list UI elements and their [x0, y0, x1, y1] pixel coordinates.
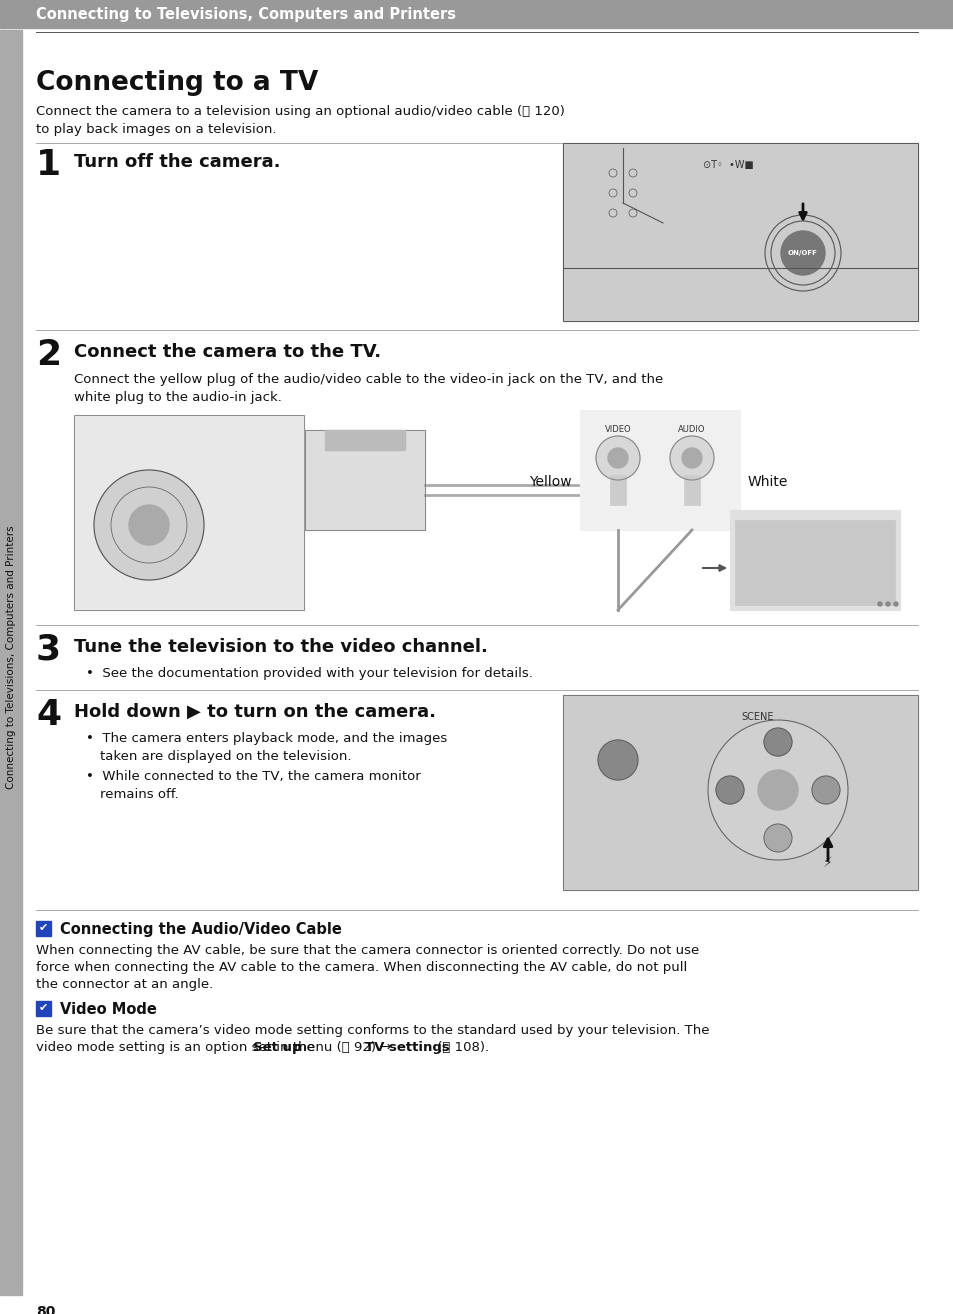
Text: Set up: Set up: [253, 1041, 301, 1054]
Text: 2: 2: [36, 338, 61, 372]
Circle shape: [885, 602, 889, 606]
Text: (⧄ 108).: (⧄ 108).: [432, 1041, 488, 1054]
Circle shape: [129, 505, 169, 545]
Text: taken are displayed on the television.: taken are displayed on the television.: [100, 750, 351, 763]
Text: Video Mode: Video Mode: [60, 1003, 156, 1017]
Text: white plug to the audio-in jack.: white plug to the audio-in jack.: [74, 392, 281, 403]
Circle shape: [716, 777, 743, 804]
Text: remains off.: remains off.: [100, 788, 178, 802]
Bar: [325, 430, 405, 449]
Circle shape: [877, 602, 882, 606]
Bar: [562, 143, 917, 321]
Circle shape: [681, 448, 701, 468]
Bar: [562, 695, 917, 890]
Text: video mode setting is an option set in the: video mode setting is an option set in t…: [36, 1041, 318, 1054]
Circle shape: [893, 602, 897, 606]
Bar: [609, 474, 625, 505]
Text: 1: 1: [36, 148, 61, 183]
Bar: [562, 695, 917, 890]
Text: 3: 3: [36, 633, 61, 668]
Bar: [734, 520, 894, 604]
Text: AUDIO: AUDIO: [678, 424, 705, 434]
Circle shape: [811, 777, 840, 804]
Bar: [683, 474, 700, 505]
Circle shape: [781, 231, 824, 275]
Bar: [74, 415, 304, 610]
Text: force when connecting the AV cable to the camera. When disconnecting the AV cabl: force when connecting the AV cable to th…: [36, 961, 686, 974]
Text: Connect the camera to the TV.: Connect the camera to the TV.: [74, 343, 381, 361]
Bar: [305, 430, 424, 530]
Bar: [562, 143, 917, 321]
Bar: [36, 1001, 51, 1016]
Circle shape: [669, 436, 713, 480]
Text: When connecting the AV cable, be sure that the camera connector is oriented corr: When connecting the AV cable, be sure th…: [36, 943, 699, 957]
Text: VIDEO: VIDEO: [604, 424, 631, 434]
Circle shape: [763, 728, 791, 756]
Circle shape: [707, 720, 847, 859]
Text: Connecting to Televisions, Computers and Printers: Connecting to Televisions, Computers and…: [36, 8, 456, 22]
Text: •  See the documentation provided with your television for details.: • See the documentation provided with yo…: [86, 668, 533, 681]
Bar: [0, 0, 953, 28]
Text: •  The camera enters playback mode, and the images: • The camera enters playback mode, and t…: [86, 732, 447, 745]
Text: Connecting the Audio/Video Cable: Connecting the Audio/Video Cable: [60, 922, 341, 937]
Circle shape: [598, 740, 638, 781]
Text: 80: 80: [36, 1305, 55, 1314]
Text: TV settings: TV settings: [365, 1041, 450, 1054]
Text: ON/OFF: ON/OFF: [787, 250, 817, 256]
Bar: [729, 510, 899, 610]
Text: to play back images on a television.: to play back images on a television.: [36, 124, 276, 137]
Text: ⚡: ⚡: [822, 855, 832, 870]
Circle shape: [607, 448, 627, 468]
Text: menu (⧄ 92) →: menu (⧄ 92) →: [290, 1041, 395, 1054]
Text: •  While connected to the TV, the camera monitor: • While connected to the TV, the camera …: [86, 770, 420, 783]
Text: Turn off the camera.: Turn off the camera.: [74, 152, 280, 171]
Circle shape: [763, 824, 791, 851]
Text: Connect the yellow plug of the audio/video cable to the video-in jack on the TV,: Connect the yellow plug of the audio/vid…: [74, 373, 662, 386]
Text: 4: 4: [36, 698, 61, 732]
Text: Connect the camera to a television using an optional audio/video cable (⧳ 120): Connect the camera to a television using…: [36, 105, 564, 118]
Circle shape: [596, 436, 639, 480]
Text: Yellow: Yellow: [529, 474, 572, 489]
Text: SCENE: SCENE: [741, 712, 774, 721]
Bar: [579, 410, 740, 530]
Circle shape: [94, 470, 204, 579]
Bar: [74, 415, 304, 610]
Bar: [305, 430, 424, 530]
Text: the connector at an angle.: the connector at an angle.: [36, 978, 213, 991]
Text: ⊙T◦  •W■: ⊙T◦ •W■: [702, 160, 753, 170]
Circle shape: [758, 770, 797, 809]
Text: Connecting to Televisions, Computers and Printers: Connecting to Televisions, Computers and…: [6, 526, 16, 788]
Text: Connecting to a TV: Connecting to a TV: [36, 70, 318, 96]
Text: Be sure that the camera’s video mode setting conforms to the standard used by yo: Be sure that the camera’s video mode set…: [36, 1024, 709, 1037]
Bar: [0, 30, 22, 1296]
Text: Hold down ▶ to turn on the camera.: Hold down ▶ to turn on the camera.: [74, 703, 436, 721]
Text: ✔: ✔: [39, 924, 49, 933]
Text: ✔: ✔: [39, 1004, 49, 1013]
Text: Tune the television to the video channel.: Tune the television to the video channel…: [74, 639, 487, 656]
Bar: [36, 921, 51, 936]
Text: White: White: [747, 474, 787, 489]
